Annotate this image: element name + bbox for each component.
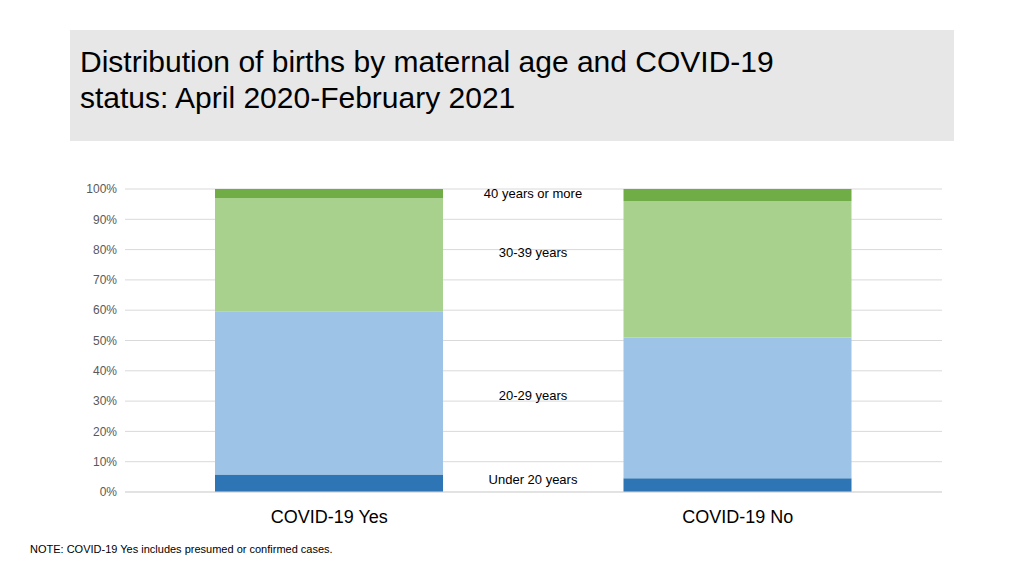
svg-text:30%: 30%: [93, 394, 117, 408]
html-text:40 years or more: 40 years or more: [483, 186, 583, 201]
html-text:20-29 years: 20-29 years: [498, 388, 568, 403]
svg-text:50%: 50%: [93, 334, 117, 348]
html-text:Under 20 years: Under 20 years: [488, 472, 578, 487]
svg-text:20%: 20%: [93, 425, 117, 439]
svg-text:COVID-19 No: COVID-19 No: [682, 507, 793, 527]
svg-text:70%: 70%: [93, 273, 117, 287]
svg-text:COVID-19 Yes: COVID-19 Yes: [271, 507, 388, 527]
svg-text:0%: 0%: [100, 485, 118, 499]
html-text:Distribution of births by mate: Distribution of births by maternal age a…: [80, 45, 774, 114]
svg-text:10%: 10%: [93, 455, 117, 469]
svg-text:80%: 80%: [93, 243, 117, 257]
svg-text:90%: 90%: [93, 213, 117, 227]
svg-text:100%: 100%: [86, 182, 117, 196]
html-text:NOTE: COVID-19 Yes includes pr: NOTE: COVID-19 Yes includes presumed or …: [30, 543, 333, 555]
svg-text:60%: 60%: [93, 303, 117, 317]
svg-text:40%: 40%: [93, 364, 117, 378]
html-text:30-39 years: 30-39 years: [498, 245, 568, 260]
